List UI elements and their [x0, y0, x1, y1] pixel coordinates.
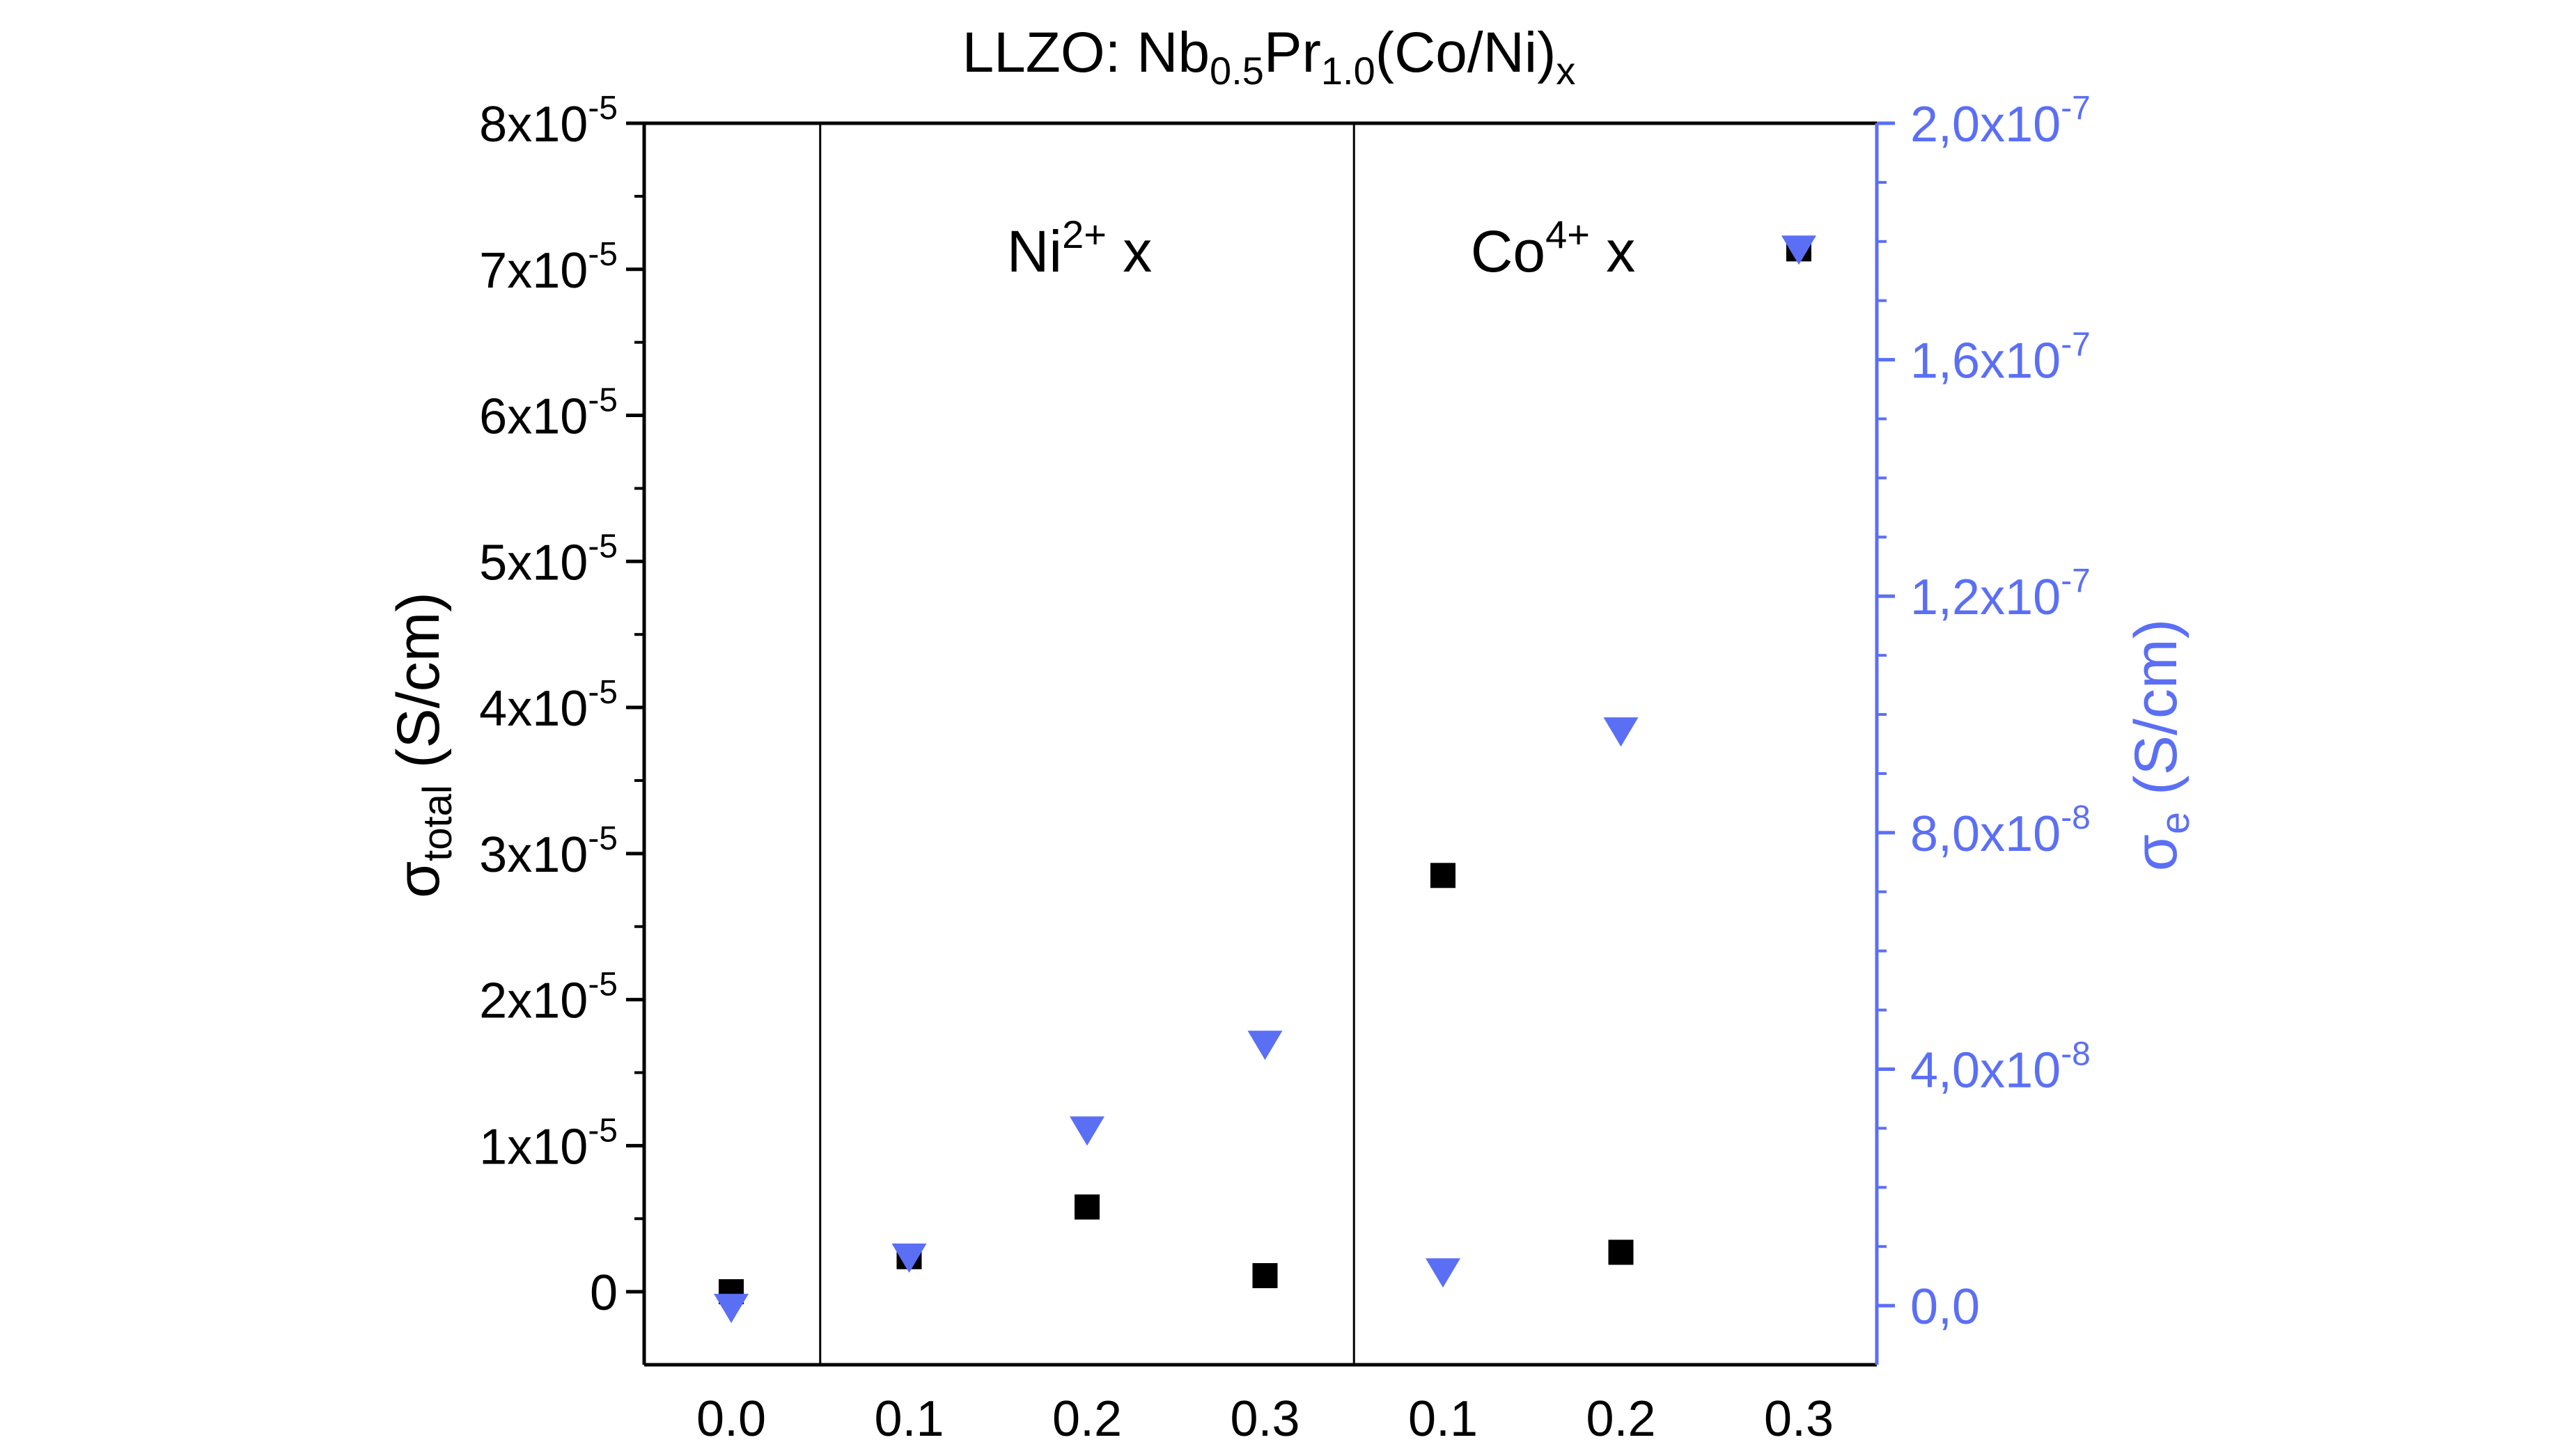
triangle-marker	[1070, 1116, 1104, 1146]
left-tick-label: 5x10-5	[479, 528, 618, 590]
group-dividers	[819, 123, 1355, 1365]
square-marker	[1430, 863, 1455, 888]
right-tick-label: 0,0	[1910, 1279, 1980, 1335]
left-tick-label: 4x10-5	[479, 674, 618, 737]
triangle-marker	[714, 1294, 749, 1324]
x-tick-label: 0.3	[1230, 1391, 1299, 1447]
left-tick-label: 0	[590, 1265, 618, 1321]
x-tick-label: 0.2	[1586, 1391, 1655, 1447]
right-tick-label: 8,0x10-8	[1910, 799, 2091, 862]
square-marker	[1252, 1263, 1278, 1289]
right-tick-label: 4,0x10-8	[1910, 1035, 2091, 1098]
left-tick-label: 6x10-5	[479, 382, 618, 445]
square-marker	[1608, 1239, 1634, 1265]
left-y-axis: 0 1x10-5 2x10-5 3x10-5 4x10-5 5x10-5 6x10-5 7x1…	[385, 90, 644, 1321]
triangle-marker	[1781, 235, 1816, 265]
chart-title: LLZO: Nb0.5Pr1.0(Co/Ni)x	[962, 21, 1576, 93]
group-label-2: Co4+ x	[1471, 212, 1636, 284]
left-tick-label: 8x10-5	[479, 90, 618, 152]
x-tick-label: 0.3	[1764, 1391, 1834, 1447]
data-series	[714, 235, 1816, 1324]
group-labels: Ni2+ x Co4+ x	[1007, 212, 1636, 284]
x-tick-label: 0.2	[1052, 1391, 1122, 1447]
x-axis: 0.0 0.1 0.2 0.3 0.1 0.2 0.3	[696, 1391, 1834, 1447]
right-tick-label: 1,6x10-7	[1910, 327, 2091, 389]
square-marker	[1075, 1194, 1100, 1220]
x-tick-label: 0.1	[1408, 1391, 1478, 1447]
left-tick-label: 2x10-5	[479, 966, 618, 1029]
right-y-axis: 0,0 4,0x10-8 8,0x10-8 1,2x10-7 1,6x10-7 2,0x1…	[1877, 90, 2198, 1335]
left-tick-label: 7x10-5	[479, 236, 618, 299]
triangle-marker	[1247, 1031, 1283, 1060]
right-axis-title: σe (S/cm)	[2123, 619, 2198, 871]
x-tick-label: 0.1	[874, 1391, 944, 1447]
triangle-marker	[891, 1243, 927, 1273]
right-tick-label: 2,0x10-7	[1910, 90, 2091, 152]
plot-frame	[642, 121, 1879, 1367]
triangle-marker	[1426, 1258, 1460, 1288]
left-axis-title: σtotal (S/cm)	[385, 592, 460, 898]
left-tick-label: 3x10-5	[479, 820, 618, 883]
group-label-1: Ni2+ x	[1007, 212, 1153, 284]
left-tick-label: 1x10-5	[479, 1112, 618, 1175]
triangle-marker	[1603, 717, 1639, 747]
x-tick-label: 0.0	[696, 1391, 766, 1447]
chart-title-text: LLZO: Nb0.5Pr1.0(Co/Ni)x	[962, 21, 1576, 93]
right-tick-label: 1,2x10-7	[1910, 563, 2091, 625]
